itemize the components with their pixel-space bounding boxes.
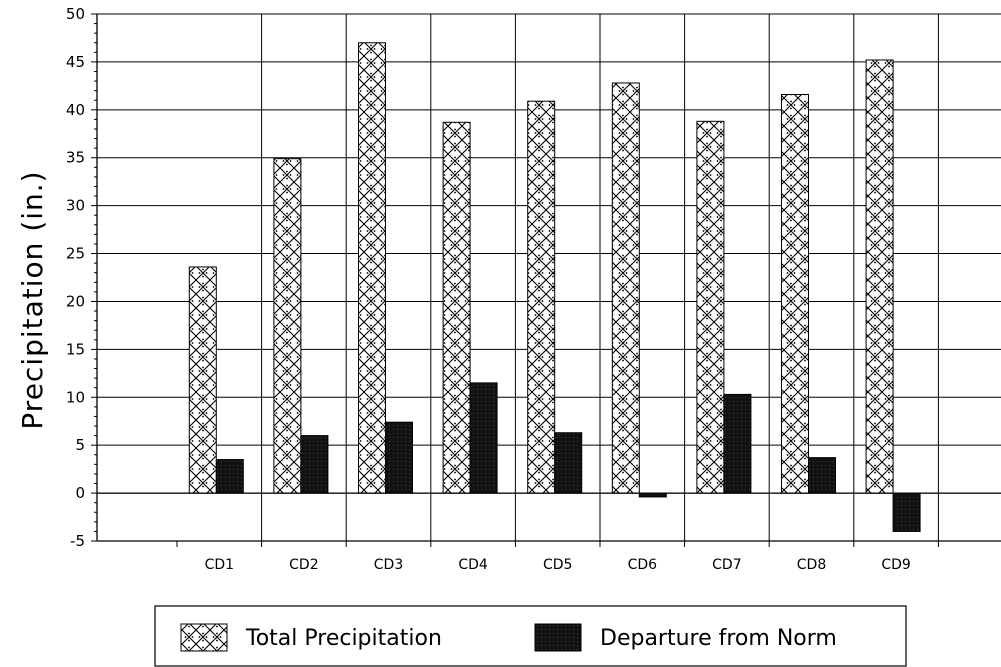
bar-departure-cd9 — [892, 492, 921, 532]
y-tick-label: 50 — [66, 5, 85, 23]
bars-group — [188, 42, 921, 532]
legend: Total Precipitation Departure from Norm — [154, 605, 907, 667]
y-tick-label: 20 — [66, 292, 85, 310]
x-tick-label-cd9: CD9 — [881, 557, 910, 573]
bar-total-cd9 — [865, 59, 894, 494]
y-tick-label: 25 — [66, 245, 85, 263]
bar-departure-cd3 — [385, 421, 413, 494]
bar-departure-cd4 — [469, 382, 498, 494]
axis-spacer — [97, 541, 103, 547]
y-tick-label: 10 — [66, 388, 85, 406]
x-tick-label-cd6: CD6 — [628, 557, 658, 573]
bar-departure-cd7 — [723, 393, 752, 494]
y-tick-label: -5 — [70, 532, 85, 550]
legend-swatch-departure — [534, 623, 582, 652]
bar-departure-cd5 — [554, 432, 583, 494]
axes — [91, 13, 1001, 547]
bar-total-cd8 — [781, 93, 809, 494]
y-tick-labels: -5 0 5 10 15 20 25 30 35 40 45 50 — [66, 5, 85, 550]
y-tick-label: 15 — [66, 340, 85, 358]
y-tick-label: 35 — [66, 149, 85, 167]
y-axis-label: Precipitation (in.) — [16, 170, 49, 429]
y-tick-label: 0 — [75, 484, 85, 502]
x-tick-label-cd1: CD1 — [205, 557, 234, 573]
bar-departure-cd8 — [808, 457, 836, 494]
x-tick-label-cd4: CD4 — [458, 557, 488, 573]
x-tick-label-cd8: CD8 — [797, 557, 826, 573]
x-tick-label-cd7: CD7 — [712, 557, 741, 573]
legend-label-total: Total Precipitation — [245, 626, 442, 651]
y-tick-label: 40 — [66, 101, 85, 119]
x-tick-label-cd2: CD2 — [289, 557, 318, 573]
y-tick-label: 30 — [66, 197, 85, 215]
legend-box — [154, 605, 907, 667]
bar-total-cd3 — [358, 42, 386, 494]
bar-total-cd1 — [188, 266, 217, 494]
x-tick-labels: CD1 CD2 CD3 CD4 CD5 CD6 CD7 CD8 CD9 — [205, 557, 911, 573]
x-tick-label-cd3: CD3 — [374, 557, 403, 573]
bar-departure-cd2 — [300, 435, 329, 494]
legend-label-departure: Departure from Norm — [600, 626, 837, 651]
bar-total-cd7 — [696, 120, 725, 494]
legend-swatch-total — [180, 623, 228, 652]
bar-total-cd6 — [611, 82, 640, 494]
bar-departure-cd1 — [215, 459, 244, 494]
y-tick-label: 5 — [75, 436, 85, 454]
bar-total-cd4 — [442, 121, 471, 494]
y-tick-label: 45 — [66, 53, 85, 71]
x-tick-label-cd5: CD5 — [543, 557, 572, 573]
bar-total-cd2 — [273, 158, 302, 494]
bar-total-cd5 — [527, 100, 556, 494]
